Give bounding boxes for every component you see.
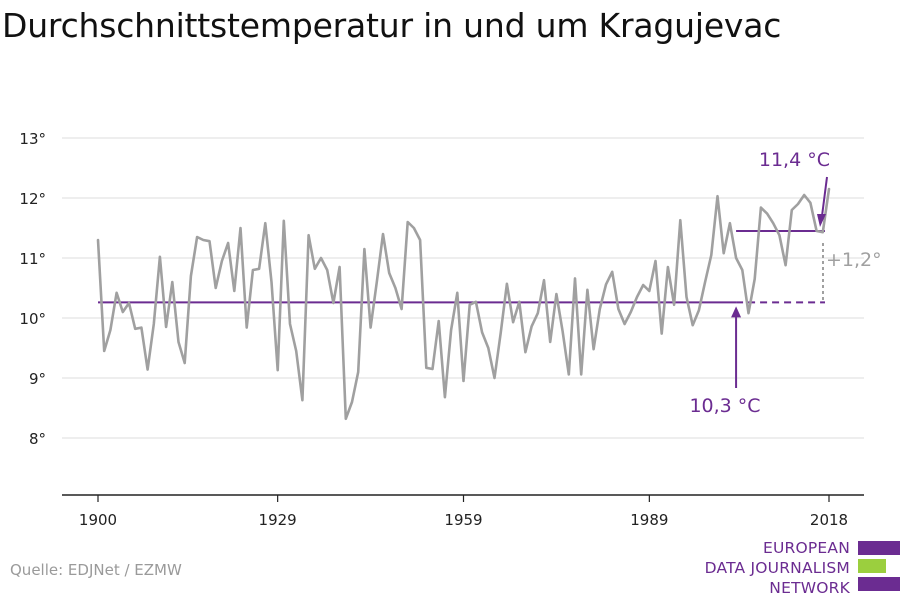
series-layer [96, 187, 831, 421]
x-tick-label: 2018 [810, 511, 848, 529]
x-tick-label: 1900 [79, 511, 117, 529]
chart-title: Durchschnittstemperatur in und um Kraguj… [2, 6, 782, 45]
y-tick-label: 10° [19, 310, 46, 328]
edjnet-logo: EUROPEAN DATA JOURNALISM NETWORK [700, 538, 900, 600]
logo-bar-purple-bottom [858, 577, 900, 591]
recent-average-arrowhead [817, 214, 826, 227]
y-tick-label: 11° [19, 250, 46, 268]
baseline-average-arrowhead [731, 306, 742, 318]
delta-label: +1,2° [826, 249, 882, 271]
source-note: Quelle: EDJNet / EZMW [10, 561, 182, 579]
logo-bar-purple-top [858, 541, 900, 555]
y-tick-label: 13° [19, 130, 46, 148]
temperature-series-line [96, 187, 831, 421]
logo-line-data-journalism: DATA JOURNALISM [704, 559, 850, 577]
recent-average-label: 11,4 °C [759, 149, 830, 171]
x-tick-label: 1959 [444, 511, 482, 529]
axes: 8° 9° 10° 11° 12° 13° 1900 1929 1959 1989 2018 [19, 130, 864, 529]
y-tick-label: 9° [29, 370, 46, 388]
x-tick-label: 1929 [259, 511, 297, 529]
logo-line-european: EUROPEAN [762, 539, 850, 557]
logo-line-network: NETWORK [769, 579, 850, 597]
y-tick-label: 12° [19, 190, 46, 208]
annotations: +1,2° 11,4 °C 10,3 °C [689, 149, 881, 417]
baseline-average-label: 10,3 °C [689, 395, 760, 417]
recent-average-arrow [821, 176, 828, 217]
y-tick-label: 8° [29, 430, 46, 448]
logo-bar-green [858, 559, 886, 573]
x-tick-label: 1989 [630, 511, 668, 529]
